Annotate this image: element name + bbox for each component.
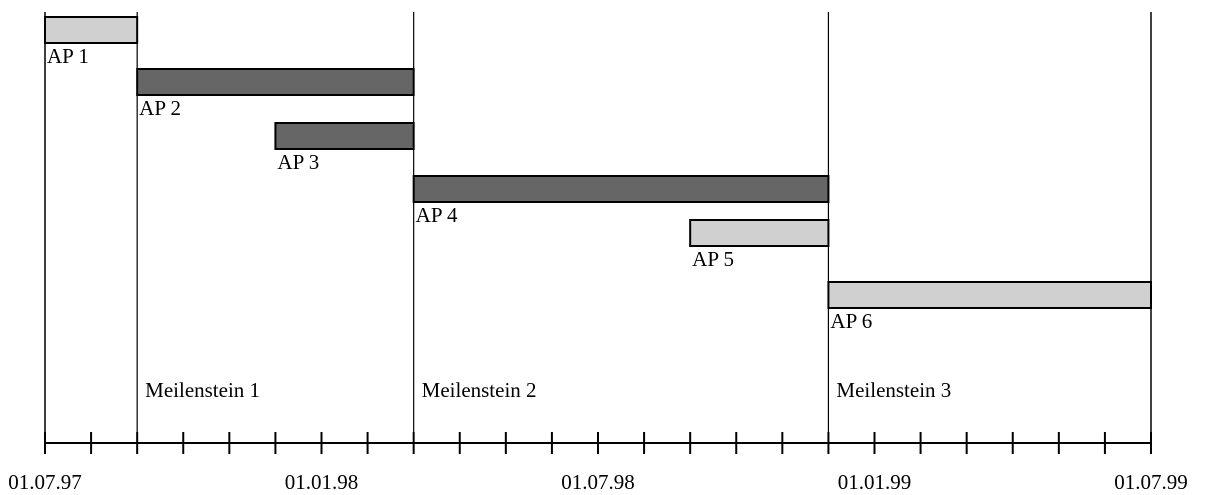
task-label-6: AP 6 — [830, 309, 872, 333]
task-label-5: AP 5 — [692, 247, 734, 271]
task-label-4: AP 4 — [416, 203, 458, 227]
task-bar-3 — [274, 122, 415, 150]
task-label-2: AP 2 — [139, 96, 181, 120]
task-bar-1 — [44, 16, 139, 44]
task-bar-4 — [412, 175, 830, 203]
axis-tick-label: 01.01.99 — [838, 470, 912, 494]
milestone-label-3: Meilenstein 3 — [836, 378, 951, 402]
task-bar-6 — [827, 281, 1153, 309]
axis-tick-label: 01.07.99 — [1114, 470, 1188, 494]
task-bar-5 — [689, 219, 830, 247]
axis-tick-label: 01.01.98 — [285, 470, 359, 494]
axis-tick-label: 01.07.98 — [561, 470, 635, 494]
milestone-label-2: Meilenstein 2 — [422, 378, 537, 402]
task-bar-2 — [136, 68, 415, 96]
milestone-label-1: Meilenstein 1 — [145, 378, 260, 402]
task-label-3: AP 3 — [277, 150, 319, 174]
axis-tick-label: 01.07.97 — [8, 470, 82, 494]
task-label-1: AP 1 — [47, 44, 89, 68]
